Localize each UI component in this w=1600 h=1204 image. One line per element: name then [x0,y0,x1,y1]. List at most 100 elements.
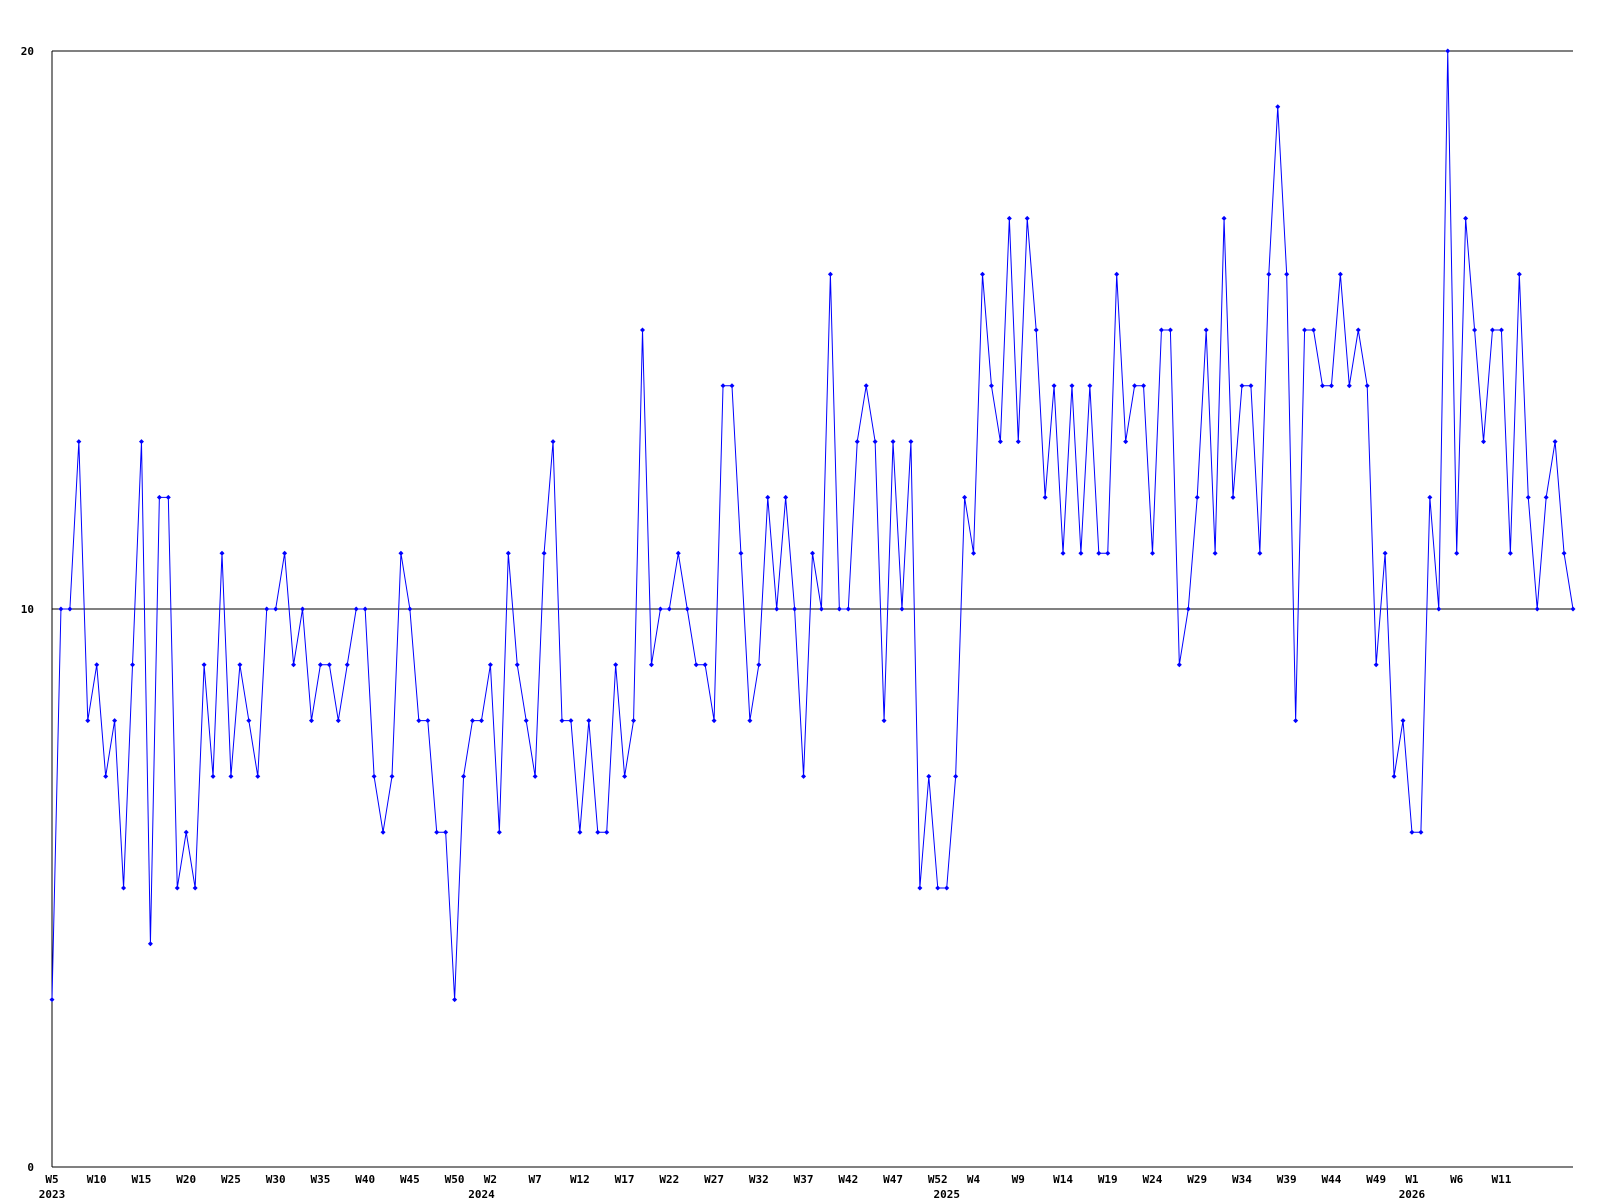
data-point [1060,550,1066,556]
data-point [631,718,637,724]
x-tick-label: W40 [355,1173,375,1186]
data-point [273,606,279,612]
x-tick-label: W19 [1098,1173,1118,1186]
data-point [389,773,395,779]
data-point [774,606,780,612]
data-point [577,829,583,835]
data-line [51,50,1574,1000]
data-point [818,606,824,612]
data-point [845,606,851,612]
data-point [425,718,431,724]
x-tick-label: W50 [445,1173,465,1186]
data-point [1042,494,1048,500]
data-point [720,383,726,389]
data-point [908,439,914,445]
data-point [1194,494,1200,500]
data-point [1454,550,1460,556]
x-tick-label: W12 [570,1173,590,1186]
data-point [121,885,127,891]
x-year-label: 2026 [1399,1188,1426,1200]
data-point [1141,383,1147,389]
data-point [1203,327,1209,333]
data-point [1293,718,1299,724]
data-point [1284,271,1290,277]
data-point [738,550,744,556]
x-tick-label: W7 [529,1173,542,1186]
data-point [559,718,565,724]
x-tick-label: W34 [1232,1173,1252,1186]
data-point [183,829,189,835]
data-point [1337,271,1343,277]
data-point [76,439,82,445]
data-point [1158,327,1164,333]
data-point [979,271,985,277]
data-point [192,885,198,891]
data-point [604,829,610,835]
data-point [49,997,55,1003]
data-point [1087,383,1093,389]
data-point [792,606,798,612]
data-point [1427,494,1433,500]
x-tick-label: W9 [1012,1173,1025,1186]
data-point [407,606,413,612]
data-point [1489,327,1495,333]
data-point [1239,383,1245,389]
data-point [997,439,1003,445]
data-point [1346,383,1352,389]
data-point [201,662,207,668]
data-point [1033,327,1039,333]
data-point [237,662,243,668]
data-point [1069,383,1075,389]
data-point [532,773,538,779]
data-point [550,439,556,445]
data-point [657,606,663,612]
x-tick-label: W44 [1321,1173,1341,1186]
data-point [613,662,619,668]
data-point [801,773,807,779]
data-point [1212,550,1218,556]
data-point [684,606,690,612]
data-point [264,606,270,612]
data-point [147,941,153,947]
data-point [622,773,628,779]
data-point [317,662,323,668]
x-tick-label: W10 [87,1173,107,1186]
x-tick-label: W4 [967,1173,981,1186]
data-point [165,494,171,500]
data-point [452,997,458,1003]
data-point [648,662,654,668]
data-point [1230,494,1236,500]
data-point [478,718,484,724]
data-point [640,327,646,333]
data-point [1391,773,1397,779]
data-point [1123,439,1129,445]
data-point [568,718,574,724]
data-point [1516,271,1522,277]
data-point [67,606,73,612]
x-tick-label: W42 [838,1173,858,1186]
x-tick-label: W24 [1143,1173,1163,1186]
data-point [246,718,252,724]
data-point [434,829,440,835]
data-point [371,773,377,779]
x-tick-label: W27 [704,1173,724,1186]
data-point [1167,327,1173,333]
data-point [1078,550,1084,556]
data-point [1006,215,1012,221]
data-point [1570,606,1576,612]
data-point [210,773,216,779]
data-point [1436,606,1442,612]
data-point [308,718,314,724]
data-point [1507,550,1513,556]
data-point [675,550,681,556]
data-point [1328,383,1334,389]
data-point [1024,215,1030,221]
data-point [505,550,511,556]
data-point [1373,662,1379,668]
data-point [1409,829,1415,835]
x-tick-label: W32 [749,1173,769,1186]
data-point [1481,439,1487,445]
x-tick-label: W52 [928,1173,948,1186]
data-point [693,662,699,668]
data-point [899,606,905,612]
